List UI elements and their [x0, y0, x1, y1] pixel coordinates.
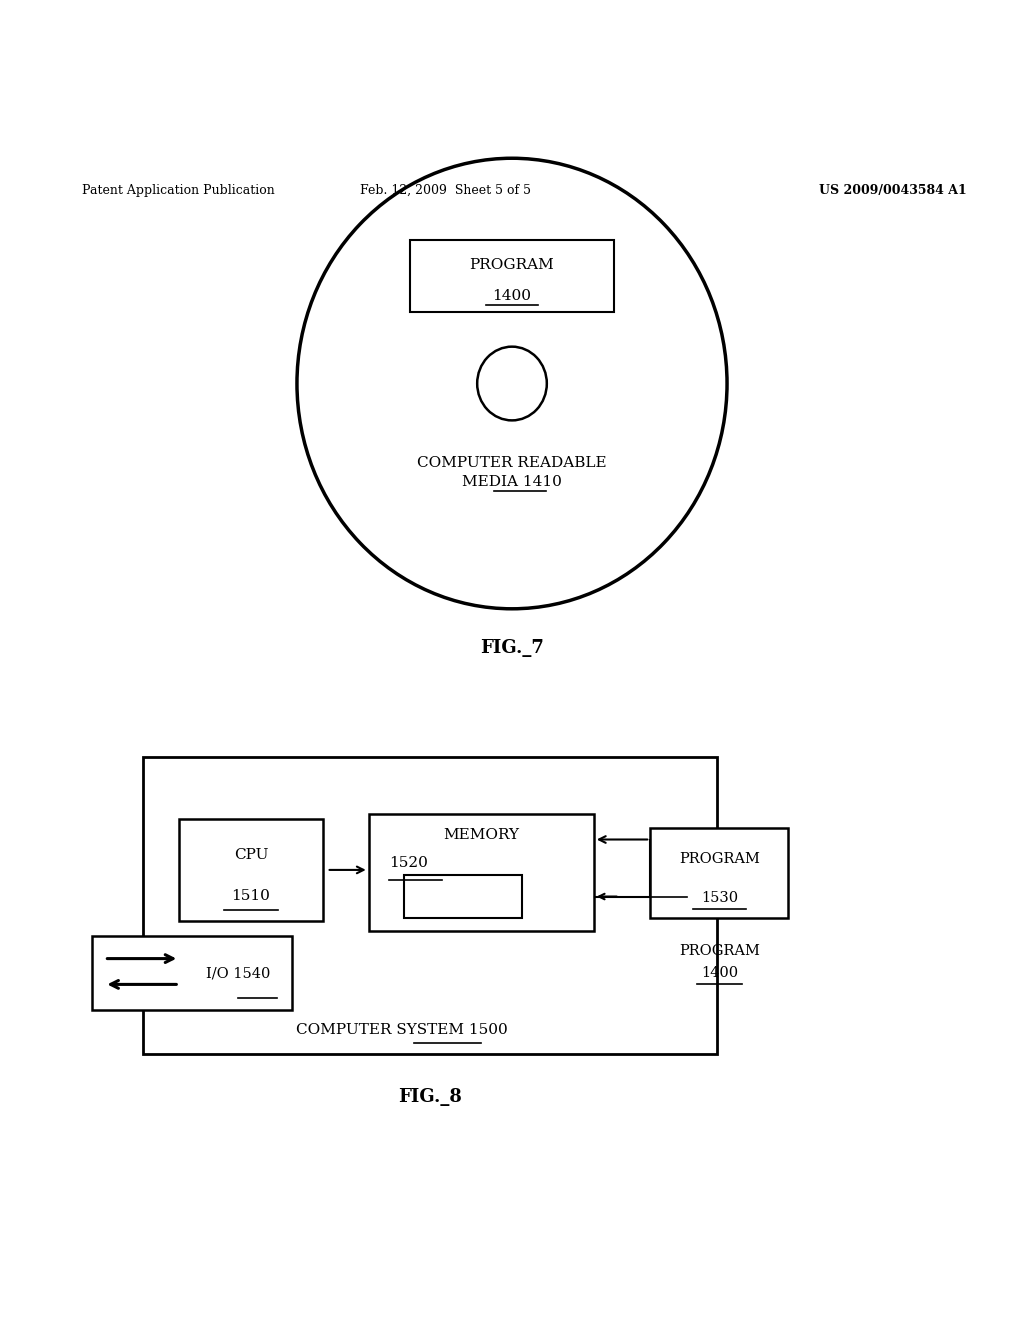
Text: MEMORY: MEMORY [443, 828, 519, 842]
Text: FIG._8: FIG._8 [398, 1088, 462, 1106]
FancyBboxPatch shape [179, 818, 323, 921]
Text: 1520: 1520 [389, 857, 428, 870]
Ellipse shape [297, 158, 727, 609]
Text: 1400: 1400 [700, 966, 738, 981]
FancyBboxPatch shape [92, 936, 292, 1010]
Text: PROGRAM: PROGRAM [679, 944, 760, 958]
FancyBboxPatch shape [650, 828, 788, 917]
Text: US 2009/0043584 A1: US 2009/0043584 A1 [819, 183, 967, 197]
Text: 1510: 1510 [231, 888, 270, 903]
Text: I/O 1540: I/O 1540 [206, 966, 270, 981]
FancyBboxPatch shape [410, 240, 614, 312]
Text: 1400: 1400 [493, 289, 531, 304]
Text: Patent Application Publication: Patent Application Publication [82, 183, 274, 197]
Text: FIG._7: FIG._7 [480, 639, 544, 657]
FancyBboxPatch shape [369, 813, 594, 932]
Text: 1530: 1530 [700, 891, 738, 906]
FancyBboxPatch shape [143, 758, 717, 1055]
Text: COMPUTER READABLE: COMPUTER READABLE [417, 457, 607, 470]
FancyBboxPatch shape [404, 875, 522, 917]
Text: MEDIA 1410: MEDIA 1410 [462, 475, 562, 488]
Text: PROGRAM: PROGRAM [679, 853, 760, 866]
Text: CPU: CPU [233, 847, 268, 862]
Text: COMPUTER SYSTEM 1500: COMPUTER SYSTEM 1500 [296, 1023, 507, 1036]
Text: PROGRAM: PROGRAM [470, 259, 554, 272]
Text: Feb. 12, 2009  Sheet 5 of 5: Feb. 12, 2009 Sheet 5 of 5 [360, 183, 530, 197]
Ellipse shape [477, 347, 547, 420]
